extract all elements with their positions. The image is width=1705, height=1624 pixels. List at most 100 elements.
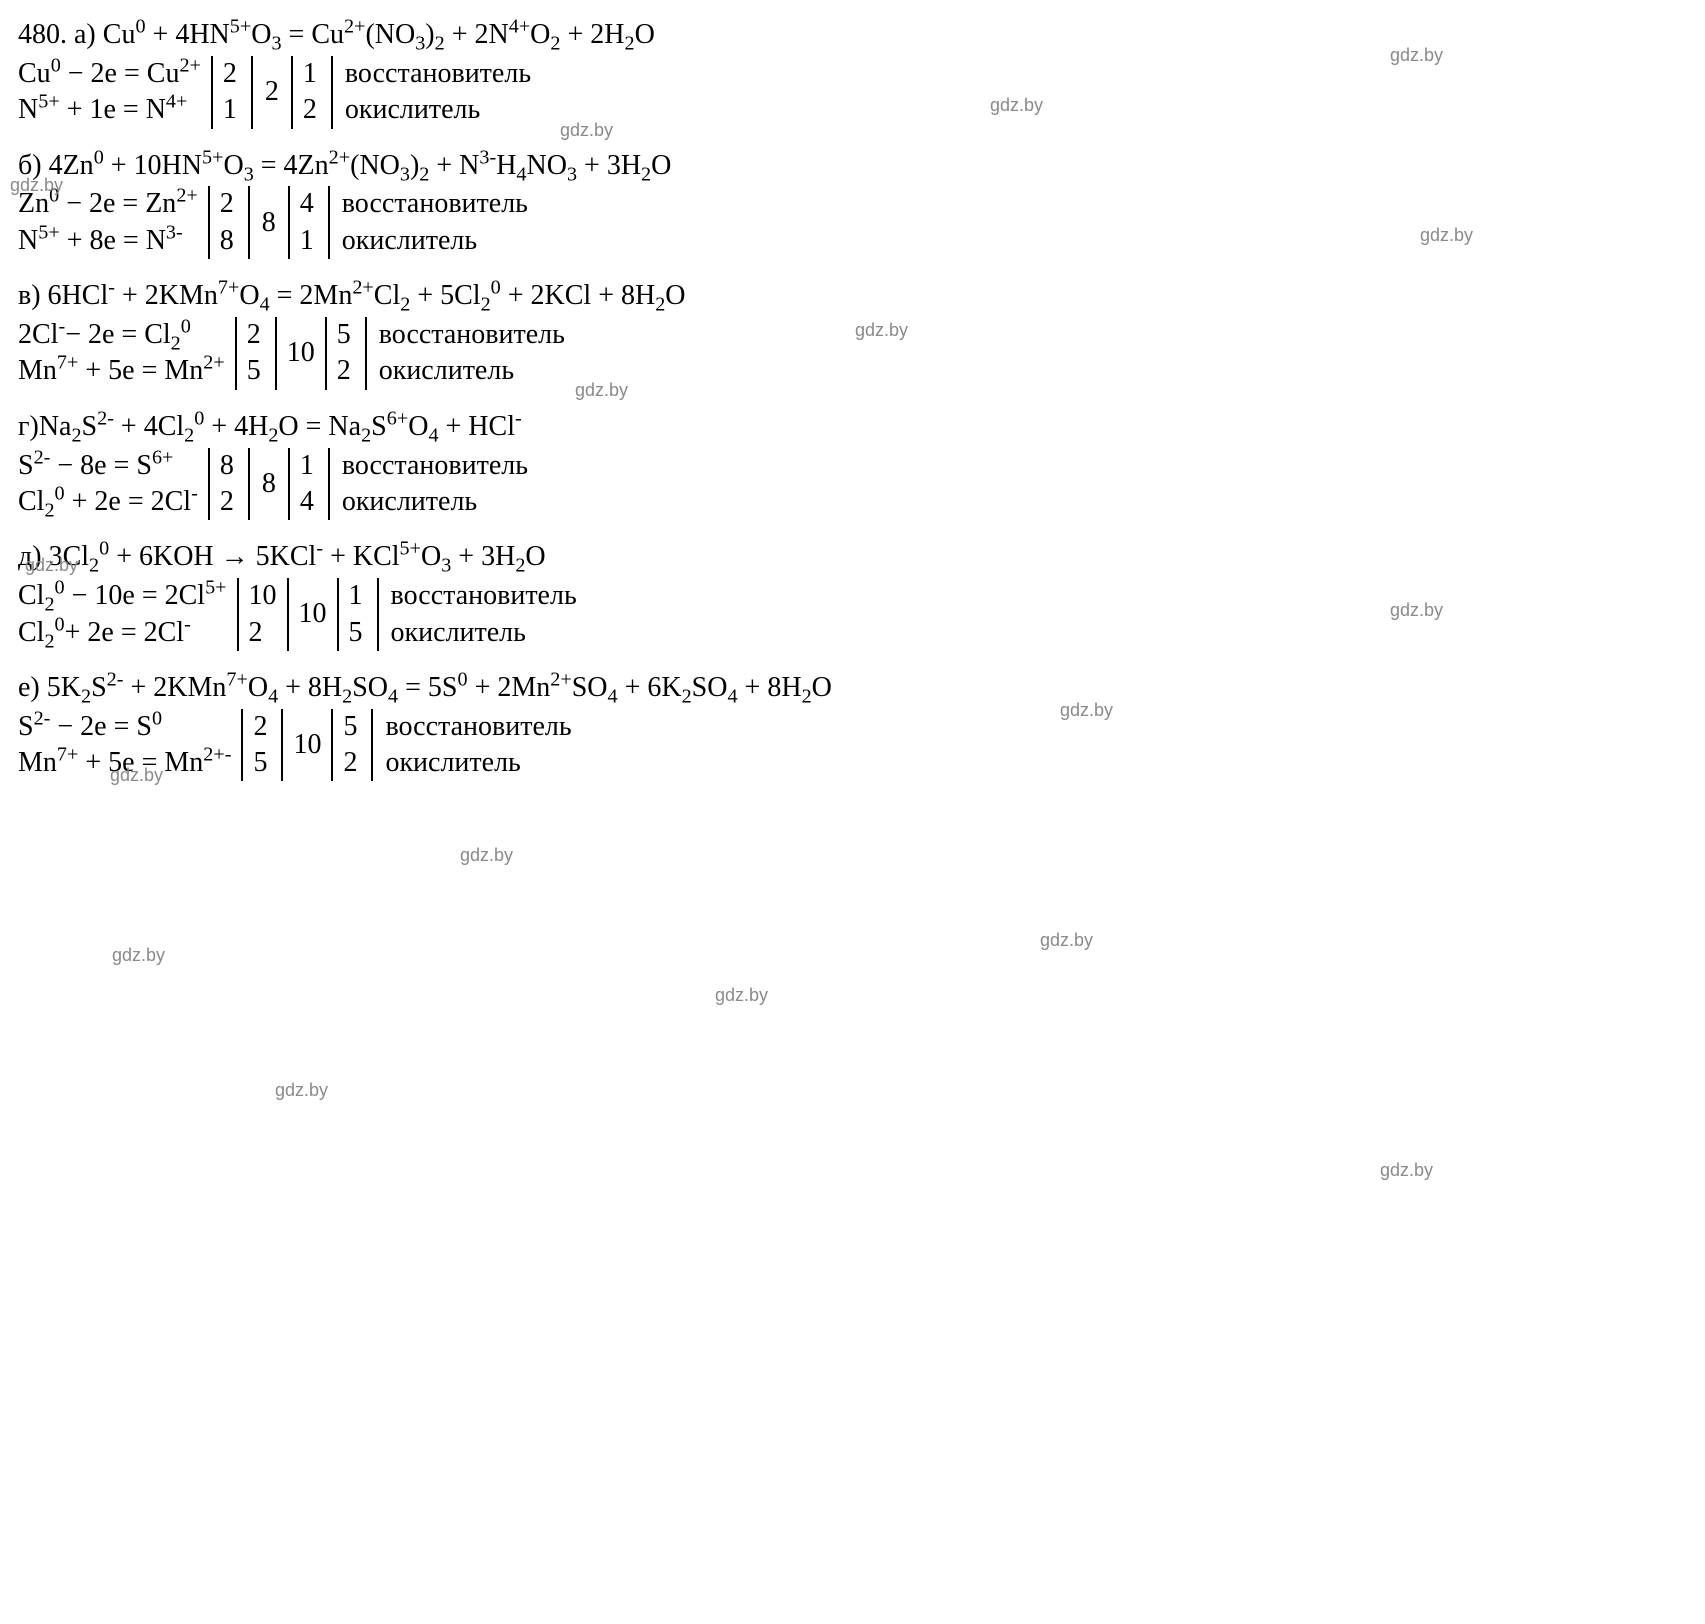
- half-reactions-a: Cu0 − 2e = Cu2+ N5+ + 1e = N4+: [18, 56, 211, 129]
- equation-e: е) 5K2S2- + 2KMn7+O4 + 8H2SO4 = 5S0 + 2M…: [18, 669, 1687, 707]
- half2-e: Mn7+ + 5e = Mn2+-: [18, 745, 231, 781]
- half1-v: 2Cl-− 2e = Cl20: [18, 317, 225, 353]
- label-g: г): [18, 411, 39, 442]
- lcm-b-val: 8: [262, 205, 276, 241]
- col1-a-bot: 1: [223, 92, 241, 128]
- col1-d: 10 2: [237, 578, 287, 651]
- col1-g: 8 2: [208, 448, 248, 521]
- balance-b: Zn0 − 2e = Zn2+ N5+ + 8e = N3- 2 8 8 4 1…: [18, 186, 1687, 259]
- roles-e: восстановитель окислитель: [371, 709, 571, 782]
- equation-d: д) 3Cl20 + 6KOH → 5KCl- + KCl5+O3 + 3H2O: [18, 538, 1687, 576]
- roles-d: восстановитель окислитель: [377, 578, 577, 651]
- balance-v: 2Cl-− 2e = Cl20 Mn7+ + 5e = Mn2+ 2 5 10 …: [18, 317, 1687, 390]
- half1-b: Zn0 − 2e = Zn2+: [18, 186, 198, 222]
- col2-b-top: 4: [300, 186, 318, 222]
- oxidizer-e: окислитель: [385, 745, 571, 781]
- col2-e-top: 5: [343, 709, 361, 745]
- equation-g: г)Na2S2- + 4Cl20 + 4H2O = Na2S6+O4 + HCl…: [18, 408, 1687, 446]
- half1-g: S2- − 8e = S6+: [18, 448, 198, 484]
- reducer-g: восстановитель: [342, 448, 528, 484]
- lcm-v-val: 10: [287, 335, 315, 371]
- col2-b-bot: 1: [300, 223, 318, 259]
- half-reactions-g: S2- − 8e = S6+ Cl20 + 2e = 2Cl-: [18, 448, 208, 521]
- problem-number: 480.: [18, 19, 67, 50]
- col1-v: 2 5: [235, 317, 275, 390]
- item-d: д) 3Cl20 + 6KOH → 5KCl- + KCl5+O3 + 3H2O…: [18, 538, 1687, 651]
- lcm-a-val: 2: [265, 74, 279, 110]
- item-b: б) 4Zn0 + 10HN5+O3 = 4Zn2+(NO3)2 + N3-H4…: [18, 147, 1687, 260]
- col1-v-top: 2: [247, 317, 265, 353]
- roles-g: восстановитель окислитель: [328, 448, 528, 521]
- watermark: gdz.by: [112, 945, 165, 966]
- col2-g-bot: 4: [300, 484, 318, 520]
- col2-v-bot: 2: [337, 353, 355, 389]
- lcm-e: 10: [281, 709, 331, 782]
- roles-a: восстановитель окислитель: [331, 56, 531, 129]
- equation-v: в) 6HCl- + 2KMn7+O4 = 2Mn2+Cl2 + 5Cl20 +…: [18, 277, 1687, 315]
- oxidizer-a: окислитель: [345, 92, 531, 128]
- equation-d-formula: 3Cl20 + 6KOH → 5KCl- + KCl5+O3 + 3H2O: [49, 541, 546, 572]
- label-e: е): [18, 672, 40, 703]
- watermark: gdz.by: [275, 1080, 328, 1101]
- col1-a: 2 1: [211, 56, 251, 129]
- lcm-d: 10: [287, 578, 337, 651]
- half1-d: Cl20 − 10e = 2Cl5+: [18, 578, 227, 614]
- reducer-v: восстановитель: [379, 317, 565, 353]
- col1-e: 2 5: [241, 709, 281, 782]
- equation-a: 480. а) Cu0 + 4HN5+O3 = Cu2+(NO3)2 + 2N4…: [18, 16, 1687, 54]
- item-a: 480. а) Cu0 + 4HN5+O3 = Cu2+(NO3)2 + 2N4…: [18, 16, 1687, 129]
- oxidizer-d: окислитель: [391, 615, 577, 651]
- reducer-e: восстановитель: [385, 709, 571, 745]
- watermark: gdz.by: [715, 985, 768, 1006]
- balance-a: Cu0 − 2e = Cu2+ N5+ + 1e = N4+ 2 1 2 1 2…: [18, 56, 1687, 129]
- half2-b: N5+ + 8e = N3-: [18, 223, 198, 259]
- lcm-b: 8: [248, 186, 288, 259]
- col1-b: 2 8: [208, 186, 248, 259]
- col1-b-top: 2: [220, 186, 238, 222]
- col1-d-bot: 2: [249, 615, 277, 651]
- item-e: е) 5K2S2- + 2KMn7+O4 + 8H2SO4 = 5S0 + 2M…: [18, 669, 1687, 782]
- half2-a: N5+ + 1e = N4+: [18, 92, 201, 128]
- col1-v-bot: 5: [247, 353, 265, 389]
- equation-b-formula: 4Zn0 + 10HN5+O3 = 4Zn2+(NO3)2 + N3-H4NO3…: [49, 150, 672, 181]
- col1-e-top: 2: [253, 709, 271, 745]
- col2-g: 1 4: [288, 448, 328, 521]
- label-a: а): [74, 19, 96, 50]
- equation-v-formula: 6HCl- + 2KMn7+O4 = 2Mn2+Cl2 + 5Cl20 + 2K…: [48, 280, 686, 311]
- col1-g-top: 8: [220, 448, 238, 484]
- half-reactions-e: S2- − 2e = S0 Mn7+ + 5e = Mn2+-: [18, 709, 241, 782]
- equation-g-formula: Na2S2- + 4Cl20 + 4H2O = Na2S6+O4 + HCl-: [39, 411, 522, 442]
- col2-a: 1 2: [291, 56, 331, 129]
- col2-e: 5 2: [331, 709, 371, 782]
- col1-a-top: 2: [223, 56, 241, 92]
- half2-v: Mn7+ + 5e = Mn2+: [18, 353, 225, 389]
- balance-e: S2- − 2e = S0 Mn7+ + 5e = Mn2+- 2 5 10 5…: [18, 709, 1687, 782]
- equation-e-formula: 5K2S2- + 2KMn7+O4 + 8H2SO4 = 5S0 + 2Mn2+…: [47, 672, 832, 703]
- reducer-a: восстановитель: [345, 56, 531, 92]
- oxidizer-g: окислитель: [342, 484, 528, 520]
- half2-g: Cl20 + 2e = 2Cl-: [18, 484, 198, 520]
- half1-a: Cu0 − 2e = Cu2+: [18, 56, 201, 92]
- watermark: gdz.by: [1040, 930, 1093, 951]
- reducer-b: восстановитель: [342, 186, 528, 222]
- balance-g: S2- − 8e = S6+ Cl20 + 2e = 2Cl- 8 2 8 1 …: [18, 448, 1687, 521]
- label-d: д): [18, 541, 42, 572]
- oxidizer-b: окислитель: [342, 223, 528, 259]
- col2-d: 1 5: [337, 578, 377, 651]
- col2-a-top: 1: [303, 56, 321, 92]
- col1-g-bot: 2: [220, 484, 238, 520]
- col2-a-bot: 2: [303, 92, 321, 128]
- lcm-g-val: 8: [262, 466, 276, 502]
- half-reactions-b: Zn0 − 2e = Zn2+ N5+ + 8e = N3-: [18, 186, 208, 259]
- col2-b: 4 1: [288, 186, 328, 259]
- roles-b: восстановитель окислитель: [328, 186, 528, 259]
- col2-v-top: 5: [337, 317, 355, 353]
- balance-d: Cl20 − 10e = 2Cl5+ Cl20+ 2e = 2Cl- 10 2 …: [18, 578, 1687, 651]
- col2-g-top: 1: [300, 448, 318, 484]
- lcm-g: 8: [248, 448, 288, 521]
- watermark: gdz.by: [1380, 1160, 1433, 1181]
- half-reactions-v: 2Cl-− 2e = Cl20 Mn7+ + 5e = Mn2+: [18, 317, 235, 390]
- col2-v: 5 2: [325, 317, 365, 390]
- label-b: б): [18, 150, 42, 181]
- oxidizer-v: окислитель: [379, 353, 565, 389]
